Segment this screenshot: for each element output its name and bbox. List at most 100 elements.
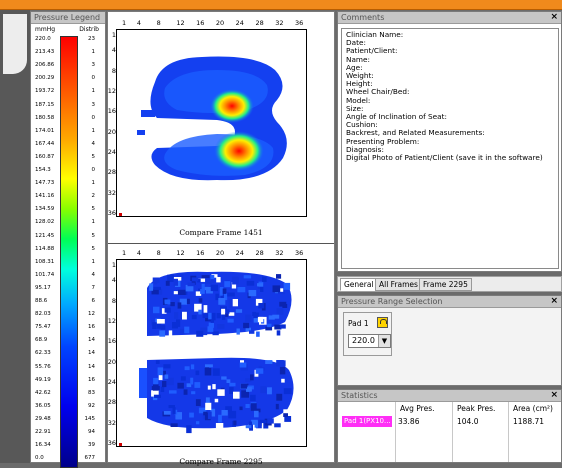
sensor-cell <box>152 277 160 283</box>
legend-row: 88.6 6 <box>31 296 105 307</box>
y-tick-label: 36 <box>107 439 116 447</box>
sensor-cell <box>217 324 225 329</box>
sensor-cell <box>279 301 287 307</box>
sensor-cell <box>245 378 252 382</box>
legend-pressure-value: 206.86 <box>35 62 55 69</box>
sensor-cell <box>156 319 165 324</box>
comment-line: Wheel Chair/Bed: <box>346 87 410 97</box>
sensor-cell <box>167 274 174 282</box>
sensor-cell <box>210 284 218 292</box>
sensor-cell <box>191 277 199 282</box>
pressure-map-bottom[interactable] <box>116 259 307 447</box>
origin-marker-top <box>119 213 122 216</box>
legend-row: 114.88 5 <box>31 244 105 255</box>
x-tick-label: 32 <box>275 19 284 27</box>
sensor-cell <box>179 328 185 334</box>
sensor-cell <box>233 391 240 399</box>
sensor-cell <box>282 360 286 367</box>
chevron-down-icon[interactable]: ▼ <box>378 335 390 347</box>
comment-line: Presenting Problem: <box>346 136 420 146</box>
legend-dist-value: 83 <box>88 389 95 396</box>
legend-row: 121.45 5 <box>31 231 105 242</box>
legend-dist-value: 1 <box>91 88 96 95</box>
sensor-cell <box>190 377 194 385</box>
legend-pressure-value: 174.01 <box>35 127 55 134</box>
sensor-cell <box>195 370 200 376</box>
close-icon[interactable]: × <box>550 390 558 400</box>
sensor-cell <box>208 322 214 328</box>
lock-icon[interactable] <box>377 317 388 328</box>
sensor-cell <box>207 411 212 420</box>
sensor-cell <box>276 330 281 336</box>
legend-dist-value: 14 <box>88 337 95 344</box>
sensor-cell <box>263 423 269 429</box>
sensor-cell <box>180 376 186 381</box>
sensor-cell <box>247 387 252 392</box>
legend-pressure-value: 167.44 <box>35 140 55 147</box>
sensor-cell <box>170 423 178 427</box>
sensor-cell <box>198 309 202 315</box>
tab-all-frames[interactable]: All Frames <box>375 278 422 291</box>
sensor-cell <box>253 312 259 319</box>
legend-dist-value: 145 <box>84 415 96 422</box>
pad-range-group: Pad 1 220.0 ▼ <box>343 312 392 356</box>
sensor-cell <box>202 414 207 420</box>
sensor-cell <box>164 299 171 305</box>
frames-panel: 1 4 8 12 16 20 24 28 32 36 1 4 8 12 16 20 24 28 32 36 Compa… <box>107 11 335 466</box>
legend-dist-value: 677 <box>84 455 96 462</box>
close-icon[interactable]: × <box>550 296 558 306</box>
sensor-cell <box>254 408 261 413</box>
x-tick-label: 12 <box>176 249 185 257</box>
legend-row: 220.0 23 <box>31 34 105 45</box>
origin-marker-bottom <box>119 443 122 446</box>
tab-bar: General All Frames Frame 2295 <box>337 276 562 292</box>
tab-frame-2295[interactable]: Frame 2295 <box>419 278 472 291</box>
sensor-cell <box>176 319 181 327</box>
sensor-cell <box>173 291 182 295</box>
stats-divider <box>395 402 396 462</box>
legend-row: 154.3 0 <box>31 165 105 176</box>
legend-pressure-value: 134.59 <box>35 206 55 213</box>
legend-dist-value: 0 <box>91 167 96 173</box>
comments-panel: Comments × Clinician Name: Date: Patient/C… <box>337 11 562 272</box>
stats-header-peak: Peak Pres. <box>457 404 496 413</box>
pressure-range-select[interactable]: 220.0 ▼ <box>348 334 391 348</box>
tab-general[interactable]: General <box>340 278 378 291</box>
legend-dist-value: 12 <box>88 311 95 318</box>
sensor-cell <box>276 393 283 401</box>
sensor-cell <box>159 330 166 337</box>
sensor-cell <box>205 397 210 405</box>
y-tick-label: 20 <box>107 357 116 366</box>
stats-pad-cell[interactable]: Pad 1(PX10... <box>342 416 392 427</box>
sensor-cell <box>212 384 216 390</box>
stats-divider <box>508 402 509 462</box>
sensor-cell <box>274 423 281 428</box>
sensor-cell <box>221 308 226 315</box>
sensor-cell <box>200 327 208 336</box>
x-tick-label: 16 <box>196 19 205 27</box>
sensor-cell <box>210 408 216 417</box>
sensor-cell <box>186 383 192 388</box>
sensor-cell <box>158 374 163 381</box>
sensor-cell <box>239 406 243 411</box>
legend-pressure-value: 121.45 <box>35 232 55 239</box>
close-icon[interactable]: × <box>550 12 558 22</box>
sensor-cell <box>151 289 159 295</box>
sensor-cell <box>256 331 260 337</box>
sensor-cell <box>203 411 208 416</box>
sensor-cell <box>272 314 280 319</box>
sensor-cell <box>151 390 159 397</box>
sensor-cell <box>221 313 226 320</box>
sensor-cell <box>226 379 231 383</box>
pressure-map-top[interactable] <box>116 29 307 217</box>
stats-title-bar: Statistics × <box>338 390 561 402</box>
sensor-cell <box>283 409 291 416</box>
legend-pressure-value: 36.05 <box>35 402 51 409</box>
sensor-cell <box>191 391 196 395</box>
legend-row: 75.47 16 <box>31 322 105 333</box>
pressure-map-top-image <box>137 56 287 181</box>
sensor-cell <box>268 315 275 320</box>
comments-textarea[interactable]: Clinician Name: Date: Patient/Client: Name:… <box>341 28 559 269</box>
x-tick-label: 20 <box>215 249 225 257</box>
sensor-cell <box>216 313 221 319</box>
